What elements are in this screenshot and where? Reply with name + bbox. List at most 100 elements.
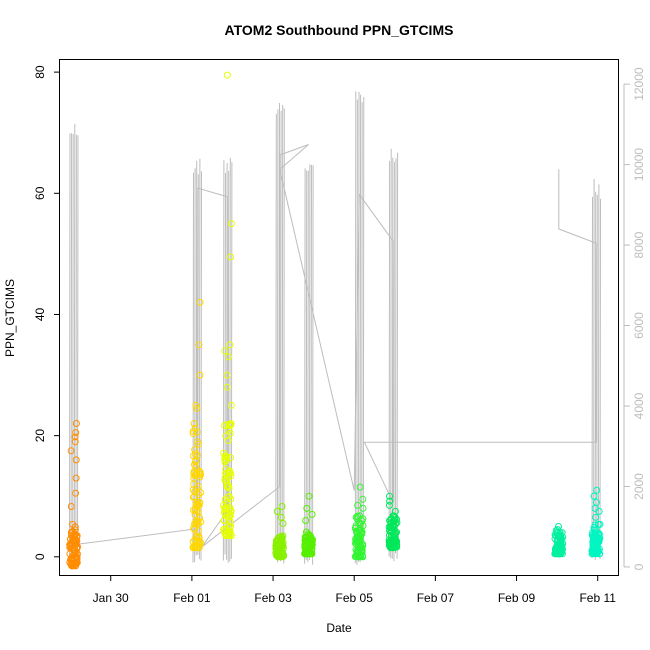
scatter-point xyxy=(190,493,198,501)
scatter-point xyxy=(227,472,235,480)
scatter-point xyxy=(226,504,234,512)
scatter-point xyxy=(226,422,233,429)
scatter-point xyxy=(591,521,599,529)
scatter-point xyxy=(359,553,367,561)
x-axis-label: Date xyxy=(326,621,352,635)
y2-tick-label: 2000 xyxy=(632,473,646,500)
scatter-point xyxy=(590,492,598,500)
scatter-point xyxy=(72,554,80,562)
scatter-point xyxy=(194,527,202,535)
scatter-points-layer xyxy=(66,71,604,570)
scatter-point xyxy=(595,538,603,546)
scatter-point xyxy=(227,253,235,261)
scatter-point xyxy=(273,507,281,515)
scatter-point xyxy=(305,492,313,500)
scatter-point xyxy=(387,520,395,528)
scatter-point xyxy=(354,538,362,546)
scatter-point xyxy=(226,531,234,539)
scatter-point xyxy=(557,538,565,546)
scatter-point xyxy=(67,503,75,510)
scatter-point xyxy=(72,474,80,482)
x-tick-label: Feb 05 xyxy=(336,591,374,605)
scatter-point xyxy=(220,525,228,533)
y-tick-label: 60 xyxy=(33,186,47,200)
scatter-point xyxy=(279,520,287,527)
line-spike xyxy=(591,178,601,561)
scatter-point xyxy=(226,429,234,437)
scatter-point xyxy=(225,353,233,361)
scatter-point xyxy=(392,520,400,528)
scatter-point xyxy=(223,371,231,379)
scatter-point xyxy=(387,544,395,552)
scatter-point xyxy=(555,550,563,558)
scatter-point xyxy=(72,489,80,497)
scatter-point xyxy=(193,451,201,459)
scatter-point xyxy=(192,533,200,541)
scatter-point xyxy=(386,492,393,500)
line-spike xyxy=(304,164,314,565)
y-tick-label: 80 xyxy=(33,65,47,79)
scatter-point xyxy=(308,510,316,518)
line-spike xyxy=(222,157,233,563)
scatter-point xyxy=(194,500,202,508)
x-tick-label: Jan 30 xyxy=(93,591,129,605)
line-spike xyxy=(192,158,202,563)
scatter-point xyxy=(197,489,205,496)
scatter-point xyxy=(595,535,603,543)
scatter-point xyxy=(227,220,235,228)
scatter-point xyxy=(225,484,233,492)
scatter-point xyxy=(272,540,280,548)
line-spike xyxy=(69,123,79,562)
scatter-point xyxy=(193,438,201,446)
scatter-point xyxy=(196,371,204,379)
scatter-point xyxy=(72,429,80,437)
scatter-point xyxy=(221,347,229,355)
scatter-point xyxy=(226,341,234,349)
scatter-point xyxy=(221,422,229,430)
scatter-point xyxy=(193,404,201,412)
scatter-point xyxy=(73,544,81,552)
scatter-point xyxy=(192,518,200,526)
secondary-line-layer xyxy=(69,91,601,565)
x-tick-label: Feb 09 xyxy=(498,591,536,605)
scatter-point xyxy=(589,542,597,550)
y-tick-label: 20 xyxy=(33,429,47,443)
scatter-point xyxy=(353,537,361,545)
scatter-point xyxy=(227,420,235,427)
scatter-point xyxy=(277,553,284,561)
scatter-point xyxy=(72,420,80,427)
scatter-point xyxy=(223,483,231,491)
scatter-point xyxy=(73,537,81,545)
scatter-point xyxy=(68,529,76,537)
y2-tick-label: 6000 xyxy=(632,312,646,339)
scatter-point xyxy=(192,457,200,464)
scatter-point xyxy=(558,529,566,537)
scatter-point xyxy=(194,482,202,490)
scatter-point xyxy=(190,480,198,488)
scatter-point xyxy=(596,520,604,528)
scatter-point xyxy=(195,341,203,349)
scatter-point xyxy=(71,438,79,446)
scatter-point xyxy=(354,501,362,509)
scatter-point xyxy=(352,538,360,546)
scatter-point xyxy=(358,517,366,525)
scatter-point xyxy=(221,474,229,482)
scatter-point xyxy=(189,427,197,435)
scatter-point xyxy=(557,533,565,541)
line-spike xyxy=(354,91,365,565)
scatter-point xyxy=(223,383,231,391)
axes-layer: 0 20 40 60 80 0 2000 4000 6000 8000 10000 12000 Jan … xyxy=(33,65,646,605)
scatter-point xyxy=(223,71,231,79)
scatter-point xyxy=(227,495,235,503)
scatter-point xyxy=(225,426,233,434)
y-axis-label: PPN_GTCIMS xyxy=(3,279,17,357)
scatter-point xyxy=(277,513,285,521)
scatter-point xyxy=(222,532,230,540)
chart-title: ATOM2 Southbound PPN_GTCIMS xyxy=(225,22,454,38)
y-tick-label: 0 xyxy=(33,553,47,560)
scatter-point xyxy=(305,541,313,549)
line-spike xyxy=(388,148,399,562)
scatter-point xyxy=(68,562,76,570)
scatter-point xyxy=(189,486,197,494)
scatter-point xyxy=(277,545,285,553)
